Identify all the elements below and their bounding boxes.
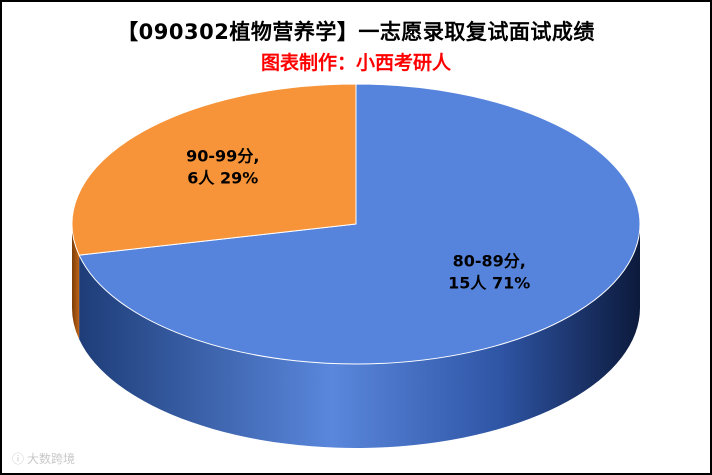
pie-side-1: [79, 224, 641, 448]
watermark-logo-icon: ⓘ: [12, 452, 25, 466]
data-label-2-value: 6人 29%: [187, 169, 258, 188]
data-label-1-category: 80-89分,: [453, 251, 526, 270]
pie-side-group: [72, 224, 641, 448]
chart-subtitle: 图表制作：小西考研人: [260, 52, 451, 74]
pie-top-group: [71, 83, 641, 365]
watermark-text: 大数跨境: [27, 452, 76, 466]
data-label-2-category: 90-99分,: [186, 147, 259, 166]
data-label-1-value: 15人 71%: [448, 273, 530, 292]
chart-title: 【090302植物营养学】一志愿录取复试面试成绩: [117, 20, 595, 44]
watermark: ⓘ 大数跨境: [12, 450, 75, 467]
pie-slice-2: [71, 83, 357, 256]
pie-label-group: 80-89分, 15人 71% 90-99分, 6人 29%: [186, 147, 530, 293]
pie-slice-1: [78, 83, 641, 365]
pie-side-2: [72, 224, 80, 340]
